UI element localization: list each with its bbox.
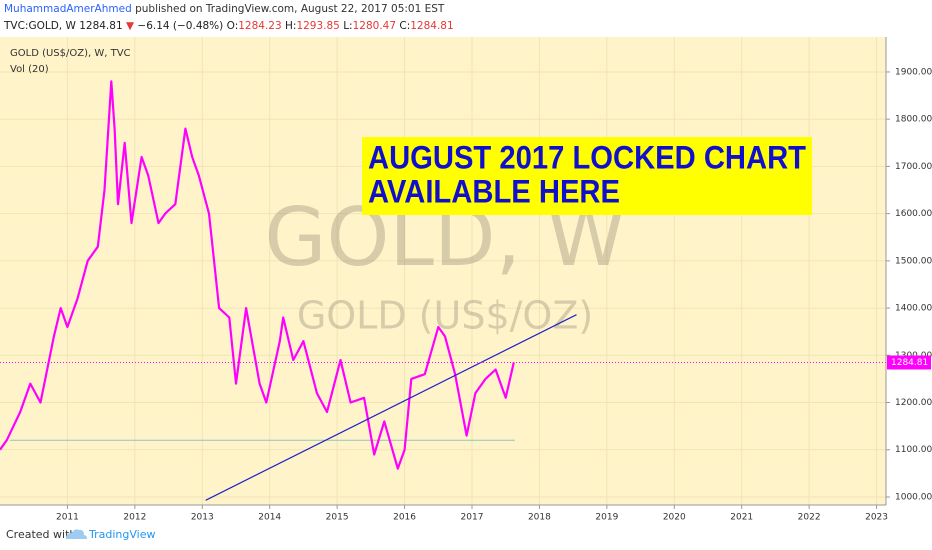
x-tick-label: 2023 (865, 513, 888, 523)
x-tick-label: 2014 (258, 513, 281, 523)
watermark-sub: GOLD (US$/OZ) (297, 294, 593, 338)
legend-title: GOLD (US$/OZ), W, TVC (10, 48, 131, 59)
x-tick-label: 2018 (528, 513, 551, 523)
annotation-box (362, 137, 812, 215)
y-tick-label: 1000.00 (895, 492, 932, 502)
annotation-text: AVAILABLE HERE (368, 173, 620, 209)
ohlc-label: L: (343, 20, 352, 32)
x-tick-label: 2013 (191, 513, 214, 523)
ohlc-label: C: (399, 20, 410, 32)
ohlc-value: 1280.47 (353, 20, 396, 32)
x-tick-label: 2017 (461, 513, 484, 523)
footer: Created with TradingView (6, 528, 155, 541)
x-tick-label: 2016 (393, 513, 416, 523)
x-tick-label: 2011 (56, 513, 79, 523)
x-tick-label: 2015 (326, 513, 349, 523)
ticker-line: TVC:GOLD, W 1284.81 ▼ −6.14 (−0.48%) O:1… (3, 20, 454, 32)
y-tick-label: 1200.00 (895, 398, 932, 408)
annotation-text: AUGUST 2017 LOCKED CHART (368, 139, 806, 175)
symbol: TVC:GOLD, W (3, 20, 76, 32)
y-tick-label: 1500.00 (895, 256, 932, 266)
ohlc-label: O: (227, 20, 239, 32)
ohlc-value: 1284.23 (238, 20, 281, 32)
indicator-label: Vol (20) (10, 64, 49, 75)
y-tick-label: 1600.00 (895, 209, 932, 219)
header-line: MuhammadAmerAhmed published on TradingVi… (4, 3, 445, 15)
x-tick-label: 2012 (123, 513, 146, 523)
price-line (0, 80, 515, 470)
y-tick-label: 1100.00 (895, 445, 932, 455)
y-tick-label: 1400.00 (895, 304, 932, 314)
footer-created: Created with (6, 528, 76, 541)
brand-logo[interactable] (66, 529, 87, 539)
y-tick-label: 1700.00 (895, 162, 932, 172)
y-tick-label: 1800.00 (895, 115, 932, 125)
published: published on TradingView.com, August 22,… (135, 3, 445, 15)
ohlc-value: 1284.81 (410, 20, 453, 32)
y-tick-label: 1900.00 (895, 67, 932, 77)
last-price-box (887, 355, 931, 370)
change: −6.14 (−0.48%) (137, 20, 223, 32)
x-tick-label: 2020 (663, 513, 686, 523)
x-tick-label: 2019 (595, 513, 618, 523)
ohlc-label: H: (285, 20, 296, 32)
x-tick-label: 2022 (798, 513, 821, 523)
trendline (205, 314, 577, 501)
last-price-label: 1284.81 (891, 358, 928, 368)
x-tick-label: 2021 (730, 513, 753, 523)
change-arrow: ▼ (126, 20, 135, 32)
last-price: 1284.81 (79, 20, 122, 32)
author[interactable]: MuhammadAmerAhmed (4, 3, 132, 15)
footer-brand[interactable]: TradingView (88, 528, 155, 541)
plot-bg (0, 37, 886, 505)
ohlc-value: 1293.85 (296, 20, 339, 32)
